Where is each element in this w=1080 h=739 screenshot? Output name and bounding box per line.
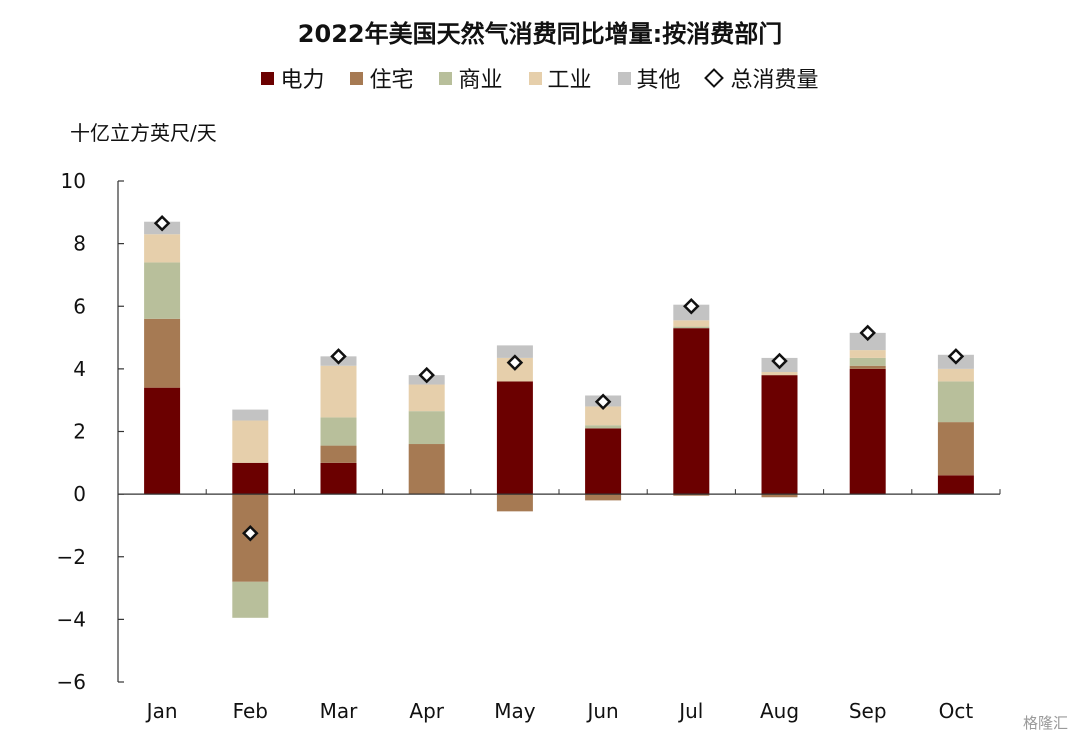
bar-segment-feb-3 [232,420,269,463]
legend-label-total: 总消费量 [730,68,819,93]
x-tick-label: Mar [320,699,359,723]
legend-swatch-industrial [528,71,542,85]
bar-segment-jun-0 [585,428,622,495]
bar-segment-feb-4 [232,409,269,421]
legend-swatch-other [617,71,631,85]
bar-segment-feb-0 [232,462,269,495]
bar-segment-apr-2 [408,411,445,445]
bar-segment-may-0 [496,381,533,495]
y-tick-label: 0 [73,482,86,506]
bar-segment-jan-3 [144,234,181,263]
bar-segment-jun-1 [585,494,622,501]
y-axis-label: 十亿立方英尺/天 [70,121,217,145]
bar-segment-jan-2 [144,262,181,319]
bar-segment-mar-2 [320,417,357,446]
x-tick-label: Apr [409,699,444,723]
bar-segment-jan-1 [144,318,181,388]
legend-label-other: 其他 [636,68,681,93]
y-tick-label: 10 [61,169,86,193]
bar-segment-jun-2 [585,425,622,429]
bar-segment-sep-2 [849,357,886,366]
total-marker-mar [330,348,347,365]
total-marker-apr [418,366,435,384]
bar-segment-jul-2 [673,326,710,329]
y-tick-label: 6 [73,294,86,318]
legend-item-industrial: 工业 [528,62,592,94]
legend-item-residential: 住宅 [350,62,413,94]
bar-segment-jul-1 [673,494,710,496]
bar-segment-apr-3 [408,384,445,412]
total-marker-oct [947,348,965,365]
x-tick-label: Sep [849,699,887,723]
watermark: 格隆汇 [1022,714,1068,732]
legend: 电力 住宅 商业 工业 其他 总消费量 [0,62,1080,94]
x-tick-label: May [494,699,536,723]
bar-segment-oct-3 [937,368,974,382]
y-tick-label: −6 [57,670,86,694]
legend-item-commercial: 商业 [439,62,503,94]
y-tick-label: 8 [73,232,86,256]
bar-segment-oct-2 [937,381,974,423]
bar-segment-aug-1 [761,494,798,498]
legend-swatch-commercial [439,71,453,85]
bar-segment-jan-0 [144,387,181,495]
bar-segment-apr-1 [408,444,445,495]
bar-segment-jul-3 [673,320,710,327]
y-tick-label: −4 [57,607,86,631]
legend-label-residential: 住宅 [369,68,414,93]
bar-segment-may-4 [496,345,533,358]
x-tick-label: Oct [939,699,974,723]
total-marker-feb [242,524,259,542]
y-tick-label: −2 [57,545,86,569]
bar-segment-sep-4 [849,332,886,351]
legend-label-commercial: 商业 [458,68,503,93]
bar-segment-mar-1 [320,445,357,463]
bar-segment-oct-0 [937,475,974,495]
total-marker-jul [683,297,700,315]
bar-segment-may-1 [496,494,533,512]
x-tick-label: Feb [233,699,268,723]
bar-segment-jun-3 [585,406,622,426]
bar-segment-sep-0 [849,368,886,495]
legend-label-industrial: 工业 [547,68,592,93]
bar-segment-aug-3 [761,372,798,376]
x-tick-label: Aug [760,699,799,723]
y-tick-label: 4 [73,357,86,381]
legend-label-electric: 电力 [280,68,325,93]
total-marker-aug [771,352,788,370]
x-tick-label: Jan [145,699,178,723]
legend-swatch-residential [350,71,364,85]
x-tick-label: Jun [585,699,618,723]
bar-segment-oct-1 [937,422,974,476]
bar-segment-jul-0 [673,328,710,495]
total-marker-may [506,354,524,371]
legend-item-electric: 电力 [261,62,324,94]
legend-item-total: 总消费量 [703,62,819,94]
x-tick-label: Jul [677,699,703,723]
bar-segment-sep-3 [849,350,886,358]
total-marker-jun [594,393,612,411]
chart-title: 2022年美国天然气消费同比增量:按消费部门 [297,20,783,48]
y-tick-label: 2 [73,420,86,444]
legend-item-other: 其他 [617,62,681,94]
total-marker-sep [859,324,876,342]
legend-swatch-electric [261,71,275,85]
bar-segment-mar-0 [320,462,357,495]
bar-segment-sep-1 [849,365,886,369]
bar-segment-feb-2 [232,581,269,618]
bar-segment-mar-3 [320,365,357,418]
bar-segment-aug-0 [761,375,798,495]
total-marker-jan [153,215,171,232]
